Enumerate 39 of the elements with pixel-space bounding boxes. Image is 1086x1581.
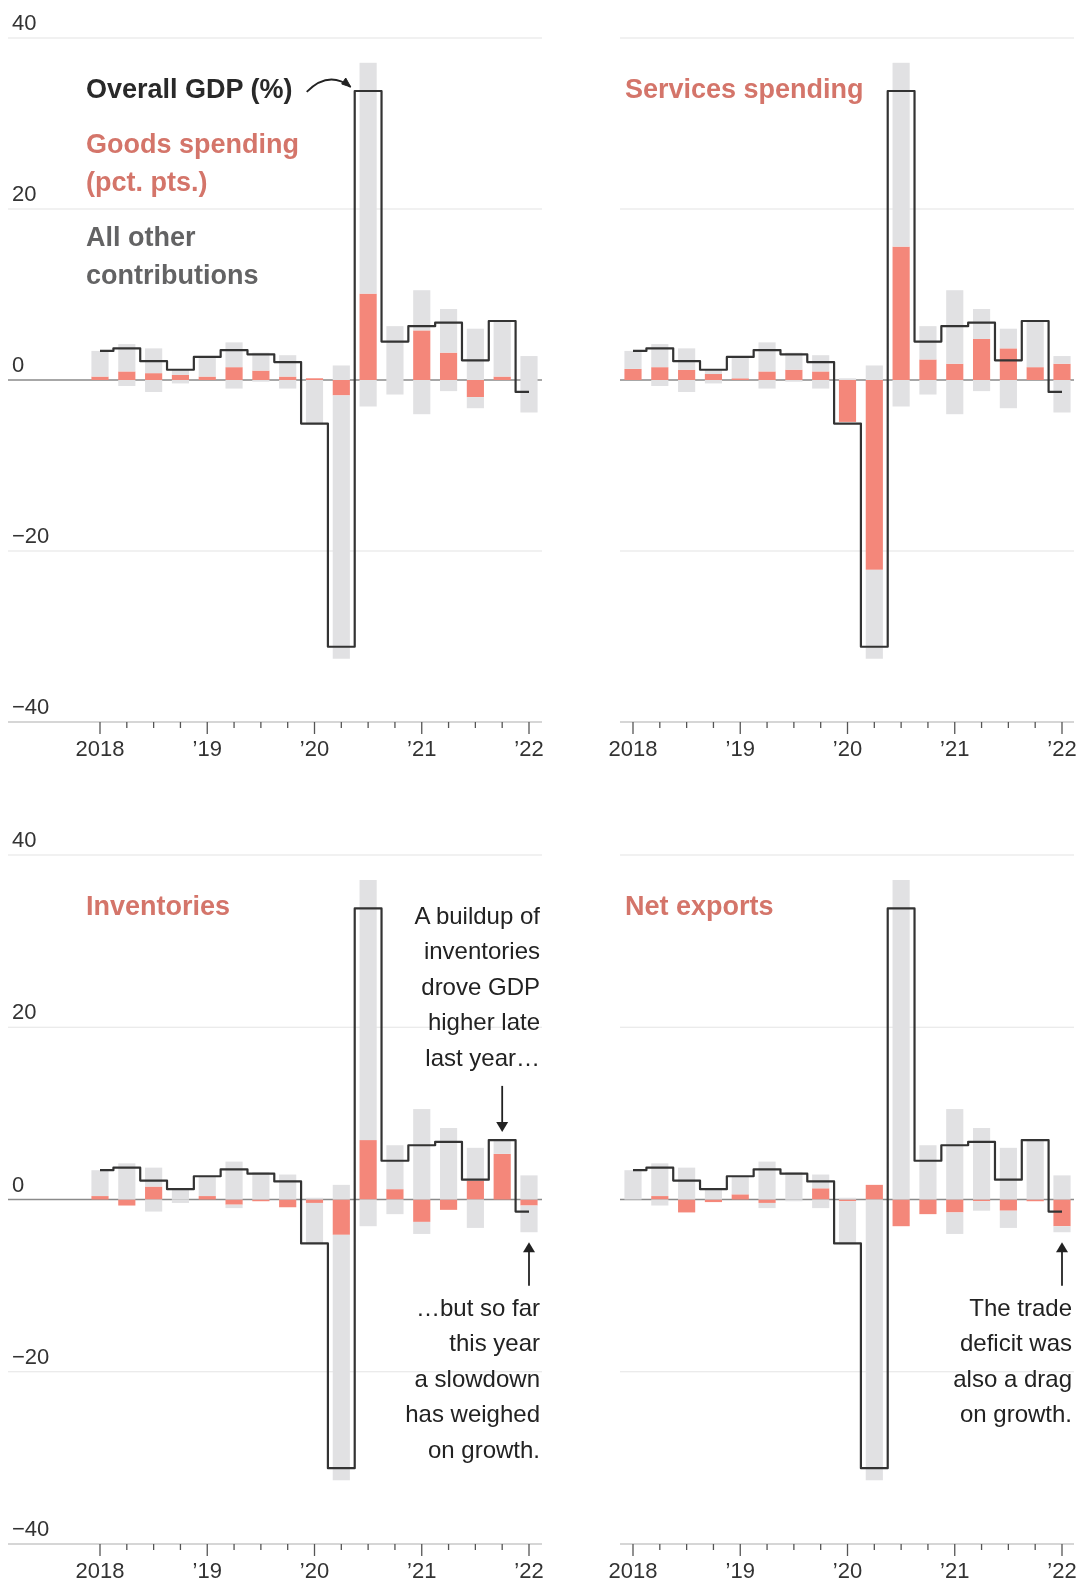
y-tick-label: 20 (12, 181, 37, 206)
text: Inventories (86, 891, 231, 922)
x-tick-label: ’19 (192, 736, 222, 761)
x-tick-label: ’21 (407, 736, 437, 761)
x-tick-label: ’21 (940, 1558, 970, 1581)
x-tick-label: ’20 (299, 736, 330, 761)
x-tick-label: 2018 (75, 1558, 125, 1581)
annotation: A buildup of inventories drove GDP higher late last year… (414, 901, 541, 1071)
x-tick-label: 2018 (608, 736, 658, 761)
x-tick-label: ’19 (725, 1558, 755, 1581)
x-tick-label: ’19 (725, 736, 755, 761)
text: Goods spending (pct. pts.) (86, 128, 299, 197)
x-tick-label: ’20 (299, 1558, 330, 1581)
annotation: The trade deficit was also a drag on growth. (953, 1293, 1072, 1428)
text: All other contributions (86, 221, 259, 290)
x-tick-label: 2018 (75, 736, 125, 761)
y-tick-label: 20 (12, 999, 37, 1025)
x-tick-label: ’21 (407, 1558, 437, 1581)
y-tick-label: 40 (12, 10, 37, 35)
y-tick-label: −40 (12, 694, 50, 719)
x-tick-label: ’22 (514, 1558, 544, 1581)
x-tick-label: ’22 (1047, 736, 1077, 761)
y-tick-label: −40 (12, 1516, 50, 1541)
x-tick-label: ’22 (1047, 1558, 1077, 1581)
text: Overall GDP (%) (86, 73, 293, 104)
y-tick-label: 40 (12, 827, 37, 852)
x-tick-label: ’20 (832, 736, 863, 761)
y-tick-label: 0 (12, 1171, 25, 1197)
y-tick-label: −20 (12, 1343, 50, 1369)
x-tick-label: ’21 (940, 736, 970, 761)
annotation: …but so far this year a slowdown has weighed on growth. (405, 1293, 541, 1463)
x-tick-label: ’22 (514, 736, 544, 761)
x-tick-label: 2018 (608, 1558, 658, 1581)
x-tick-label: ’20 (832, 1558, 863, 1581)
y-tick-label: −20 (12, 523, 50, 548)
text: Services spending (625, 73, 864, 104)
y-tick-label: 0 (12, 352, 25, 377)
text: Net exports (625, 891, 774, 922)
x-tick-label: ’19 (192, 1558, 222, 1581)
